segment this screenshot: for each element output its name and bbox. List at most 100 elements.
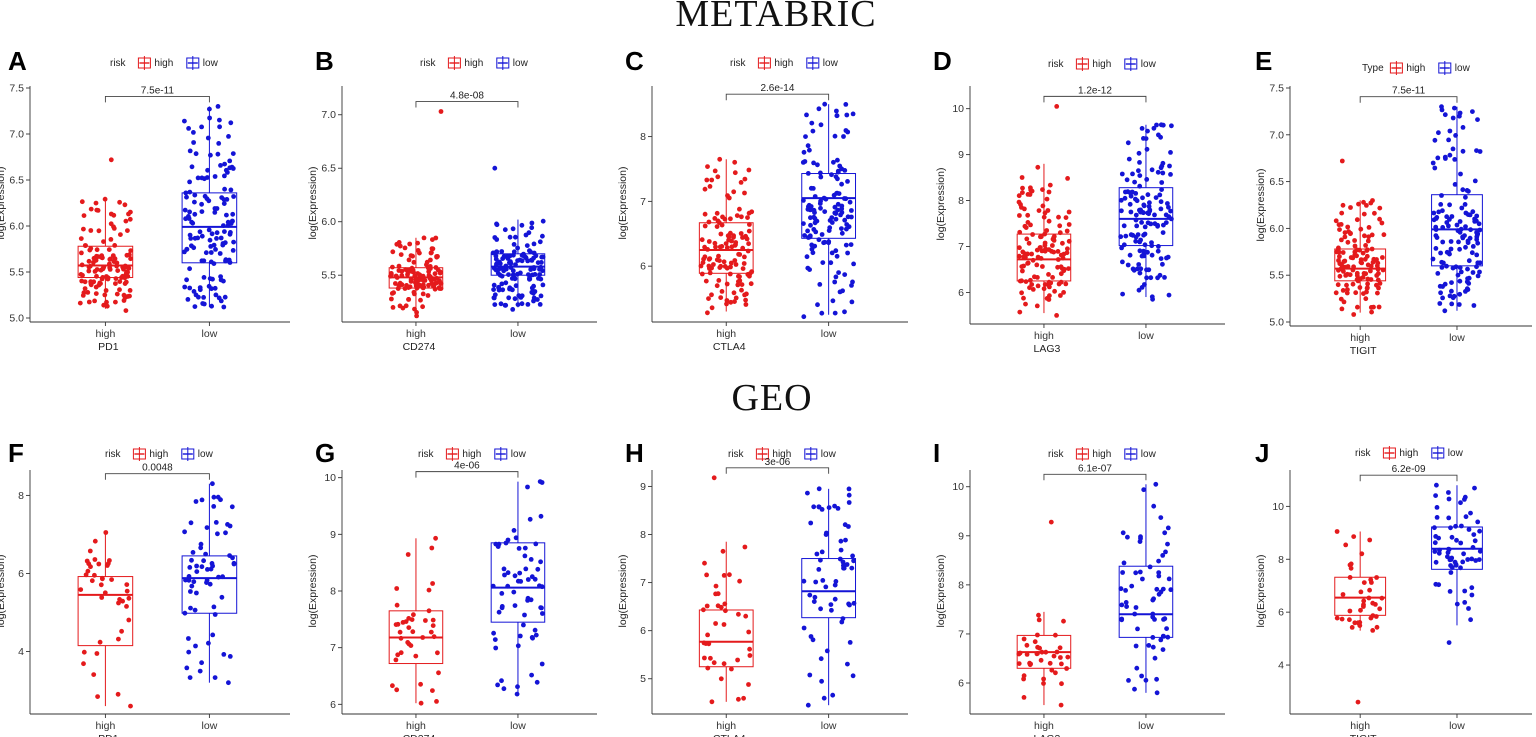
- data-point: [208, 250, 214, 255]
- box-iqr: [181, 555, 238, 614]
- box-low: [1118, 122, 1174, 302]
- data-point: [1377, 205, 1383, 211]
- data-point: [1134, 266, 1140, 272]
- data-point: [1060, 255, 1066, 261]
- data-point: [124, 582, 130, 587]
- data-point: [1164, 626, 1169, 631]
- data-point: [539, 480, 545, 485]
- data-point: [1142, 242, 1148, 248]
- data-point: [228, 230, 233, 235]
- data-point: [121, 298, 127, 303]
- data-point: [499, 605, 505, 611]
- box-high: [1016, 104, 1072, 318]
- data-point: [1064, 250, 1070, 256]
- data-point: [702, 244, 707, 250]
- data-point: [512, 603, 518, 608]
- data-point: [1154, 122, 1159, 128]
- data-point: [496, 285, 501, 291]
- data-point: [115, 268, 121, 273]
- data-point: [1139, 220, 1144, 225]
- data-point: [388, 271, 394, 276]
- data-point: [1340, 288, 1346, 293]
- data-point: [192, 199, 197, 205]
- x-tick-label-low: low: [821, 720, 837, 732]
- data-point: [394, 602, 400, 608]
- data-point: [1134, 198, 1140, 204]
- data-point: [740, 245, 746, 251]
- data-point: [851, 558, 856, 564]
- data-point: [1167, 163, 1172, 169]
- data-point: [749, 269, 755, 274]
- section-title-geo: GEO: [731, 377, 812, 419]
- data-point: [211, 494, 217, 500]
- data-point: [1057, 645, 1063, 651]
- legend-title: risk: [418, 449, 435, 460]
- data-point: [718, 231, 724, 237]
- data-point: [412, 306, 417, 312]
- data-point: [199, 564, 205, 570]
- data-point: [713, 621, 718, 626]
- data-point: [817, 282, 823, 287]
- data-point: [803, 134, 808, 140]
- data-point: [1348, 561, 1354, 567]
- data-point: [1352, 238, 1357, 243]
- data-point: [410, 629, 416, 635]
- data-point: [403, 619, 409, 624]
- data-point: [1375, 290, 1380, 296]
- data-point: [104, 299, 109, 305]
- data-point: [721, 622, 727, 627]
- data-point: [1448, 525, 1453, 531]
- data-point: [1432, 540, 1438, 546]
- data-point: [519, 301, 525, 307]
- data-point: [1434, 482, 1439, 488]
- data-point: [1459, 205, 1465, 211]
- data-point: [91, 255, 97, 261]
- y-tick-label: 8: [958, 195, 964, 207]
- data-point: [1144, 267, 1149, 273]
- data-point: [1024, 652, 1030, 657]
- p-value-label: 1.2e-12: [1078, 85, 1112, 96]
- data-point: [1434, 235, 1440, 241]
- p-value-label: 4e-06: [454, 461, 480, 472]
- data-point: [1345, 224, 1351, 230]
- data-point: [1158, 515, 1164, 520]
- box-iqr: [1118, 565, 1174, 638]
- data-point: [94, 247, 100, 253]
- data-point: [1169, 123, 1174, 129]
- data-point: [1019, 264, 1025, 269]
- x-tick-label-low: low: [510, 328, 526, 340]
- data-point: [1373, 602, 1378, 607]
- data-point: [502, 572, 507, 578]
- data-point: [1059, 681, 1064, 687]
- data-point: [525, 258, 531, 264]
- legend-label-low: low: [1141, 59, 1157, 70]
- data-point: [1140, 576, 1145, 582]
- x-tick-label-high: high: [716, 328, 736, 340]
- data-point: [1462, 202, 1468, 207]
- data-point: [1348, 565, 1354, 571]
- data-point: [1163, 549, 1168, 555]
- data-point: [432, 286, 438, 292]
- y-tick-label: 9: [958, 149, 964, 161]
- data-point: [188, 589, 193, 594]
- data-point: [742, 176, 748, 182]
- data-point: [703, 641, 709, 646]
- data-point: [511, 249, 517, 255]
- data-point: [402, 245, 408, 251]
- data-point: [503, 254, 509, 259]
- data-point: [102, 292, 108, 298]
- data-point: [849, 208, 854, 213]
- data-point: [209, 303, 215, 309]
- box-high: [77, 157, 134, 313]
- data-point: [98, 281, 103, 286]
- data-point: [499, 281, 505, 287]
- y-tick-label: 7.5: [9, 83, 24, 95]
- y-axis-title: log(Expression): [617, 555, 629, 628]
- points-high: [1333, 158, 1387, 317]
- legend-label-low: low: [823, 58, 839, 69]
- data-point: [418, 700, 424, 706]
- x-tick-label-high: high: [716, 720, 736, 732]
- data-point: [208, 152, 213, 158]
- data-point: [1121, 223, 1127, 229]
- data-point: [714, 283, 720, 289]
